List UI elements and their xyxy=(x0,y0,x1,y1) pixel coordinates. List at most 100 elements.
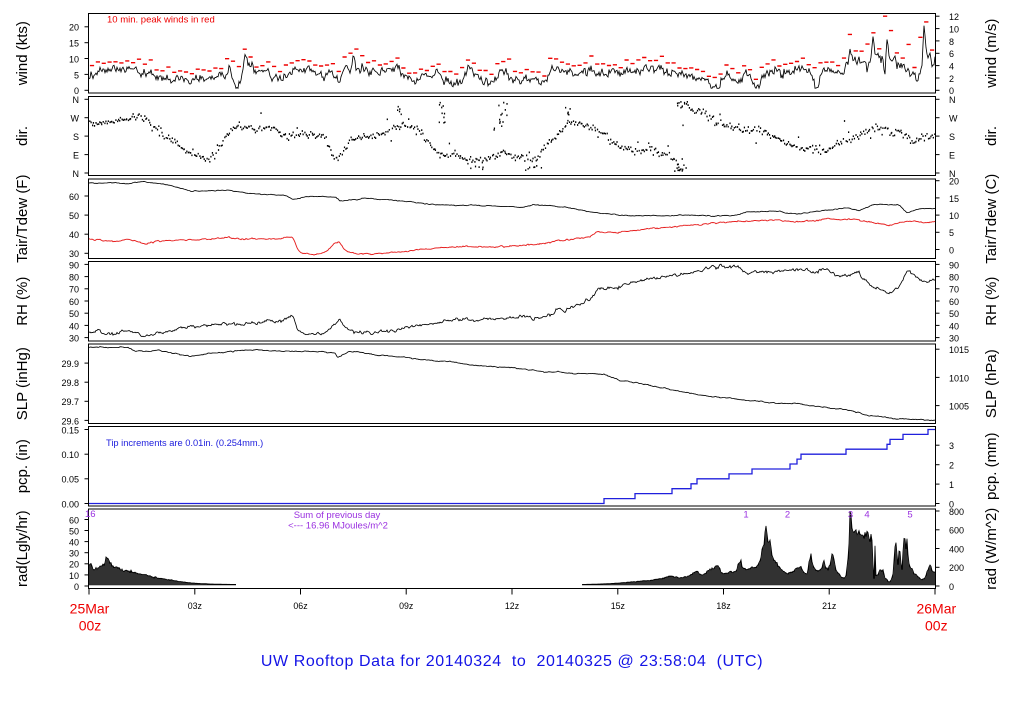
svg-text:26Mar: 26Mar xyxy=(916,601,956,617)
svg-text:90: 90 xyxy=(949,260,959,270)
svg-text:12z: 12z xyxy=(505,601,519,611)
svg-text:15: 15 xyxy=(949,194,959,204)
svg-text:60: 60 xyxy=(949,297,959,307)
svg-text:2: 2 xyxy=(785,510,790,521)
svg-text:2: 2 xyxy=(949,461,954,471)
svg-text:N: N xyxy=(949,169,956,179)
svg-text:4: 4 xyxy=(949,62,954,72)
svg-text:20: 20 xyxy=(949,177,959,187)
svg-text:SLP (inHg): SLP (inHg) xyxy=(14,347,31,420)
svg-text:E: E xyxy=(949,151,955,161)
svg-text:29.8: 29.8 xyxy=(61,378,79,388)
svg-text:40: 40 xyxy=(69,230,79,240)
svg-text:4: 4 xyxy=(864,510,869,521)
svg-text:0: 0 xyxy=(949,86,954,96)
svg-text:0: 0 xyxy=(74,582,79,592)
svg-text:SLP (hPa): SLP (hPa) xyxy=(983,349,1000,418)
svg-text:5: 5 xyxy=(907,510,912,521)
svg-text:rad(Lgly/hr): rad(Lgly/hr) xyxy=(14,510,31,587)
svg-text:RH (%): RH (%) xyxy=(983,277,1000,326)
svg-text:00z: 00z xyxy=(79,618,102,634)
svg-text:dir.: dir. xyxy=(983,126,1000,146)
svg-text:N: N xyxy=(73,95,80,105)
svg-text:60: 60 xyxy=(69,297,79,307)
svg-text:29.6: 29.6 xyxy=(61,416,79,426)
svg-text:60: 60 xyxy=(69,192,79,202)
svg-text:15: 15 xyxy=(69,39,79,49)
svg-text:50: 50 xyxy=(949,309,959,319)
svg-text:18z: 18z xyxy=(716,601,730,611)
svg-text:1010: 1010 xyxy=(949,373,969,383)
svg-text:E: E xyxy=(73,151,79,161)
svg-text:200: 200 xyxy=(949,563,964,573)
svg-text:06z: 06z xyxy=(293,601,307,611)
svg-text:6: 6 xyxy=(949,49,954,59)
svg-text:1: 1 xyxy=(949,480,954,490)
svg-text:70: 70 xyxy=(69,285,79,295)
svg-text:1: 1 xyxy=(743,510,748,521)
svg-text:0: 0 xyxy=(949,582,954,592)
svg-text:10: 10 xyxy=(69,54,79,64)
svg-text:dir.: dir. xyxy=(14,126,31,146)
svg-text:0.00: 0.00 xyxy=(61,499,79,509)
svg-text:S: S xyxy=(949,132,955,142)
svg-text:600: 600 xyxy=(949,526,964,536)
svg-text:Tip increments are 0.01in. (0.: Tip increments are 0.01in. (0.254mm.) xyxy=(106,438,263,448)
svg-text:50: 50 xyxy=(69,211,79,221)
svg-text:30: 30 xyxy=(69,334,79,344)
svg-text:1015: 1015 xyxy=(949,345,969,355)
svg-text:30: 30 xyxy=(69,249,79,259)
svg-text:5: 5 xyxy=(74,70,79,80)
svg-text:rad (W/m^2): rad (W/m^2) xyxy=(983,508,1000,590)
svg-text:60: 60 xyxy=(69,515,79,525)
svg-text:pcp. (mm): pcp. (mm) xyxy=(983,432,1000,500)
svg-text:0.15: 0.15 xyxy=(61,425,79,435)
svg-text:3: 3 xyxy=(848,510,853,521)
svg-text:pcp. (in): pcp. (in) xyxy=(14,439,31,493)
svg-text:W: W xyxy=(949,114,958,124)
svg-text:0: 0 xyxy=(949,245,954,255)
svg-text:29.7: 29.7 xyxy=(61,397,79,407)
svg-text:03z: 03z xyxy=(188,601,202,611)
svg-text:Sum of previous day: Sum of previous day xyxy=(294,510,381,521)
svg-text:12: 12 xyxy=(949,12,959,22)
svg-text:3: 3 xyxy=(949,441,954,451)
svg-text:8: 8 xyxy=(949,37,954,47)
svg-text:5: 5 xyxy=(949,228,954,238)
svg-text:N: N xyxy=(73,169,80,179)
svg-text:21z: 21z xyxy=(822,601,836,611)
svg-text:40: 40 xyxy=(69,321,79,331)
svg-text:wind (m/s): wind (m/s) xyxy=(983,19,1000,89)
svg-text:N: N xyxy=(949,95,956,105)
svg-text:40: 40 xyxy=(69,538,79,548)
svg-text:400: 400 xyxy=(949,544,964,554)
svg-text:30: 30 xyxy=(69,549,79,559)
svg-text:90: 90 xyxy=(69,260,79,270)
svg-text:25Mar: 25Mar xyxy=(70,601,110,617)
svg-text:40: 40 xyxy=(949,321,959,331)
svg-text:80: 80 xyxy=(949,273,959,283)
svg-text:50: 50 xyxy=(69,309,79,319)
svg-text:50: 50 xyxy=(69,526,79,536)
svg-text:0.05: 0.05 xyxy=(61,475,79,485)
svg-text:00z: 00z xyxy=(925,618,948,634)
svg-text:80: 80 xyxy=(69,273,79,283)
svg-text:<--- 16.96 MJoules/m^2: <--- 16.96 MJoules/m^2 xyxy=(288,521,388,532)
svg-text:30: 30 xyxy=(949,334,959,344)
svg-text:2: 2 xyxy=(949,74,954,84)
svg-text:800: 800 xyxy=(949,507,964,517)
svg-text:09z: 09z xyxy=(399,601,413,611)
svg-text:10 min. peak winds in red: 10 min. peak winds in red xyxy=(107,15,215,26)
svg-text:0: 0 xyxy=(74,86,79,96)
svg-text:10: 10 xyxy=(949,25,959,35)
svg-text:RH (%): RH (%) xyxy=(14,277,31,326)
svg-text:10: 10 xyxy=(949,211,959,221)
svg-text:16: 16 xyxy=(85,509,96,520)
svg-text:S: S xyxy=(73,132,79,142)
svg-text:Tair/Tdew (C): Tair/Tdew (C) xyxy=(983,174,1000,264)
svg-text:20: 20 xyxy=(69,23,79,33)
svg-text:15z: 15z xyxy=(611,601,625,611)
svg-text:0: 0 xyxy=(949,499,954,509)
svg-text:Tair/Tdew (F): Tair/Tdew (F) xyxy=(14,175,31,263)
svg-text:1005: 1005 xyxy=(949,402,969,412)
